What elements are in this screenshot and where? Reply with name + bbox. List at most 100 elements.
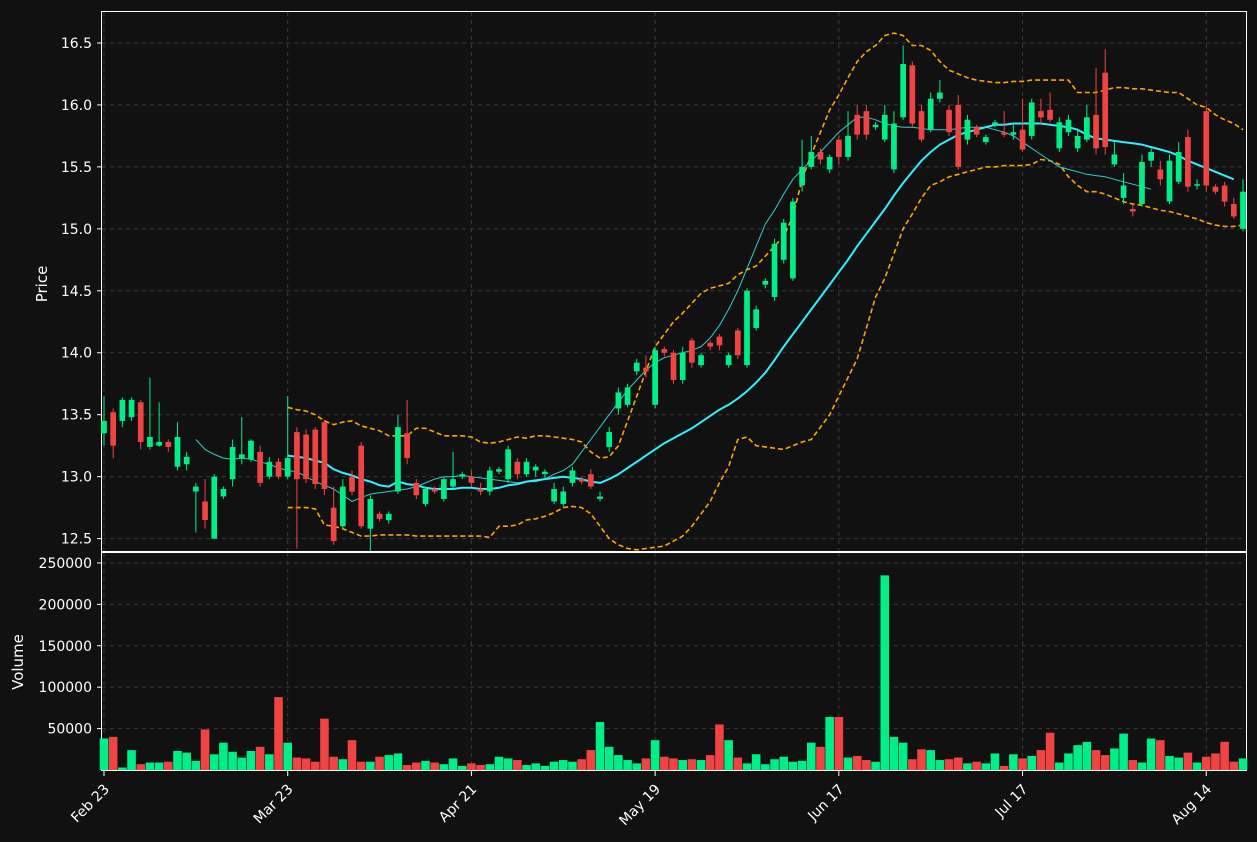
candle-body — [560, 491, 567, 504]
candle-body — [110, 412, 117, 446]
volume-bar — [623, 760, 632, 770]
volume-bar — [402, 765, 412, 770]
candle-body — [1148, 152, 1154, 161]
candle-body — [303, 434, 309, 480]
volume-bar — [1229, 761, 1239, 770]
volume-bar — [485, 764, 495, 770]
candle-body — [174, 437, 181, 467]
candle-body — [937, 92, 943, 99]
volume-bar — [761, 764, 770, 770]
candle-body — [1203, 111, 1210, 186]
volume-bar — [687, 759, 697, 770]
volume-bar — [421, 760, 430, 770]
candle-body — [404, 433, 410, 459]
volume-bar — [494, 756, 504, 770]
volume-bar — [788, 761, 798, 770]
candle-body — [1056, 122, 1063, 149]
candle-body — [532, 466, 539, 471]
candle-body — [248, 440, 254, 460]
volume-bar — [99, 738, 109, 770]
price-tick-label: 13.0 — [61, 470, 92, 486]
volume-bar — [1156, 740, 1165, 770]
volume-bar — [724, 740, 733, 770]
volume-tick-label: 250000 — [39, 556, 92, 572]
price-tick-label: 16.5 — [61, 36, 92, 52]
volume-bar — [779, 756, 789, 770]
candle-body — [266, 461, 273, 477]
volume-bar — [1165, 755, 1174, 770]
candle-body — [542, 471, 548, 475]
candle-body — [514, 461, 521, 475]
candle-body — [422, 489, 429, 504]
x-tick-label: Jul 17 — [992, 782, 1032, 822]
volume-bar — [154, 762, 164, 770]
candlesticks — [101, 45, 1246, 551]
volume-bar — [1238, 758, 1248, 770]
candle-body — [1038, 111, 1044, 118]
candle-body — [1240, 191, 1246, 229]
volume-bar — [880, 575, 890, 770]
volume-bar — [301, 758, 311, 770]
volume-bar — [770, 759, 779, 770]
volume-bar — [650, 740, 660, 770]
volume-bar — [632, 763, 642, 770]
price-plot-area — [101, 11, 1247, 552]
volume-bar — [274, 697, 283, 770]
candle-body — [450, 479, 456, 487]
volume-bar — [852, 755, 862, 770]
volume-bar — [1146, 738, 1156, 770]
volume-bar — [1174, 757, 1183, 770]
candle-body — [881, 114, 888, 140]
volume-bar — [898, 742, 908, 770]
volume-bar — [1119, 733, 1128, 770]
volume-bar — [1009, 754, 1018, 770]
candle-body — [1230, 204, 1237, 217]
candle-body — [1129, 209, 1136, 212]
volume-tick-label: 200000 — [39, 597, 92, 613]
candle-body — [845, 135, 851, 157]
volume-tick-label: 150000 — [39, 639, 92, 655]
candle-body — [193, 486, 199, 492]
candle-body — [854, 114, 861, 135]
price-axis-label: Price — [33, 266, 51, 303]
volume-bar — [834, 716, 844, 770]
candle-body — [1157, 169, 1164, 180]
volume-bar — [310, 761, 320, 770]
volume-bar — [118, 767, 127, 770]
candle-body — [606, 432, 613, 447]
volume-bar — [843, 757, 853, 770]
candle-body — [817, 152, 824, 160]
volume-bar — [696, 760, 706, 770]
x-tick-label: Feb 23 — [68, 782, 113, 827]
volume-bar — [614, 755, 623, 770]
volume-bar — [1183, 752, 1193, 770]
volume-bar — [926, 750, 935, 770]
volume-bar — [999, 765, 1009, 770]
volume-bar — [448, 758, 458, 770]
candle-body — [771, 243, 778, 297]
price-tick-label: 14.5 — [61, 284, 92, 300]
x-tick-label: Apr 21 — [436, 782, 480, 826]
candle-body — [238, 454, 245, 459]
volume-bar — [384, 755, 394, 770]
bollinger-bands — [287, 32, 1244, 551]
candle-body — [716, 336, 723, 346]
volume-bar — [1220, 741, 1229, 770]
volume-bar — [558, 760, 568, 770]
volume-bar — [797, 760, 807, 770]
candle-body — [1093, 114, 1099, 149]
candle-body — [826, 156, 833, 170]
volume-plot-area — [101, 552, 1247, 771]
x-tick-label: May 19 — [616, 782, 664, 830]
volume-bar — [1018, 758, 1027, 770]
volume-bar — [1036, 750, 1046, 770]
price-tick-label: 12.5 — [61, 532, 92, 548]
candle-body — [661, 349, 668, 353]
volume-bar — [338, 759, 348, 770]
volume-bar — [1128, 760, 1138, 770]
candle-body — [725, 355, 732, 366]
candle-body — [505, 449, 512, 480]
candle-body — [909, 65, 916, 124]
candle-body — [1221, 185, 1228, 202]
candle-body — [780, 222, 787, 260]
